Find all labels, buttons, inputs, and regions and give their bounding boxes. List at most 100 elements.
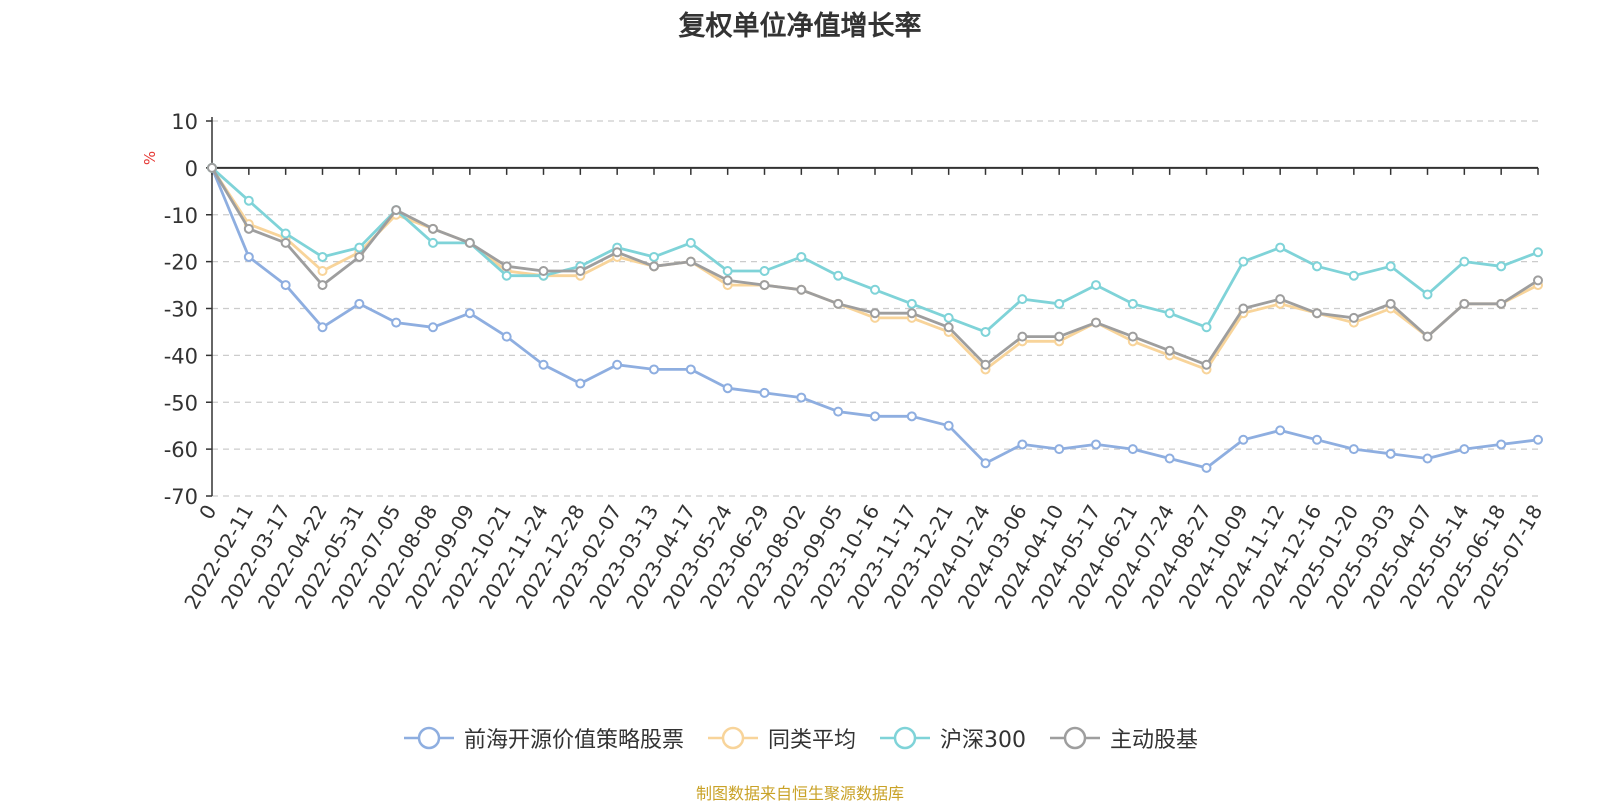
data-point (759, 280, 770, 291)
y-tick-label: -10 (164, 204, 198, 228)
data-point (833, 270, 844, 281)
legend-item-1[interactable]: 同类平均 (706, 722, 856, 754)
data-point (796, 392, 807, 403)
data-point (243, 195, 254, 206)
data-point (980, 359, 991, 370)
data-point (575, 378, 586, 389)
data-point (722, 266, 733, 276)
data-point (1164, 308, 1175, 319)
data-point (833, 406, 844, 417)
data-point (1496, 298, 1507, 309)
data-point (796, 284, 807, 295)
chart-title: 复权单位净值增长率 (678, 11, 922, 42)
data-point (280, 228, 291, 239)
data-point (1127, 298, 1138, 309)
data-point (280, 280, 291, 291)
data-point (1201, 322, 1212, 333)
legend-marker-icon (880, 726, 930, 750)
legend-item-0[interactable]: 前海开源价值策略股票 (402, 722, 684, 754)
data-point (464, 237, 475, 248)
data-point (1533, 275, 1543, 286)
data-point (1422, 453, 1433, 464)
data-point (317, 322, 328, 333)
data-point (870, 284, 880, 295)
data-point (685, 364, 696, 375)
data-point (612, 359, 623, 370)
data-point (317, 251, 328, 262)
source-note: 制图数据来自恒生聚源数据库 (695, 784, 904, 803)
data-point (391, 205, 402, 216)
series-line-1 (210, 166, 1540, 371)
y-tick-label: -50 (164, 391, 198, 415)
data-point (1533, 247, 1543, 258)
data-point (1201, 359, 1212, 370)
legend-label: 主动股基 (1110, 728, 1199, 753)
data-point (243, 251, 254, 262)
data-point (612, 247, 623, 258)
data-point (649, 251, 659, 262)
data-point (906, 411, 917, 422)
data-point (1164, 345, 1175, 356)
data-point (1127, 331, 1138, 342)
data-point (1127, 444, 1138, 455)
legend-label: 沪深300 (940, 728, 1026, 753)
y-tick-label: -40 (164, 344, 198, 368)
data-point (391, 317, 402, 328)
data-point (1348, 270, 1359, 281)
data-point (833, 298, 844, 309)
data-point (1017, 294, 1028, 305)
data-point (796, 251, 807, 262)
y-tick-label: 10 (171, 110, 198, 134)
data-point (980, 326, 991, 337)
data-point (575, 266, 586, 276)
data-point (501, 261, 512, 272)
data-point (1422, 331, 1433, 342)
data-point (354, 242, 365, 253)
data-point (649, 261, 659, 272)
data-point (1054, 298, 1065, 309)
data-point (870, 411, 880, 422)
data-point (759, 387, 770, 398)
legend: 前海开源价值策略股票 同类平均 沪深300 主动股基 (0, 722, 1600, 754)
data-point (1312, 434, 1322, 445)
data-point (1017, 439, 1028, 450)
data-point (1275, 242, 1286, 253)
data-point (354, 298, 365, 309)
legend-marker-icon (1050, 726, 1100, 750)
y-axis-label: % (141, 151, 159, 165)
legend-item-3[interactable]: 主动股基 (1048, 722, 1198, 754)
data-point (1017, 331, 1028, 342)
data-point (428, 322, 438, 333)
data-point (1533, 434, 1543, 445)
data-point (538, 359, 549, 370)
data-point (1459, 444, 1470, 455)
data-point (1385, 261, 1396, 272)
y-tick-label: 0 (185, 157, 198, 181)
data-point (1238, 256, 1249, 267)
data-point (1054, 331, 1065, 342)
legend-item-2[interactable]: 沪深300 (878, 722, 1026, 754)
data-point (1312, 308, 1322, 319)
data-point (317, 266, 328, 276)
data-point (317, 280, 328, 291)
axes: 100-10-20-30-40-50-60-7002022-02-112022-… (164, 110, 1548, 613)
data-point (501, 270, 512, 281)
series-lines (207, 162, 1543, 473)
data-point (943, 312, 954, 323)
data-point (1385, 448, 1396, 459)
data-point (685, 256, 696, 267)
legend-marker-icon (707, 726, 758, 750)
data-point (1091, 439, 1101, 450)
y-tick-label: -20 (164, 251, 198, 275)
data-point (722, 383, 733, 394)
data-point (906, 308, 917, 319)
data-point (354, 251, 365, 262)
data-point (1091, 280, 1101, 291)
series-line-2 (210, 166, 1540, 334)
y-tick-label: -60 (164, 438, 198, 462)
data-point (722, 275, 733, 286)
data-point (980, 458, 991, 469)
legend-marker-icon (403, 726, 454, 750)
data-point (464, 308, 475, 319)
